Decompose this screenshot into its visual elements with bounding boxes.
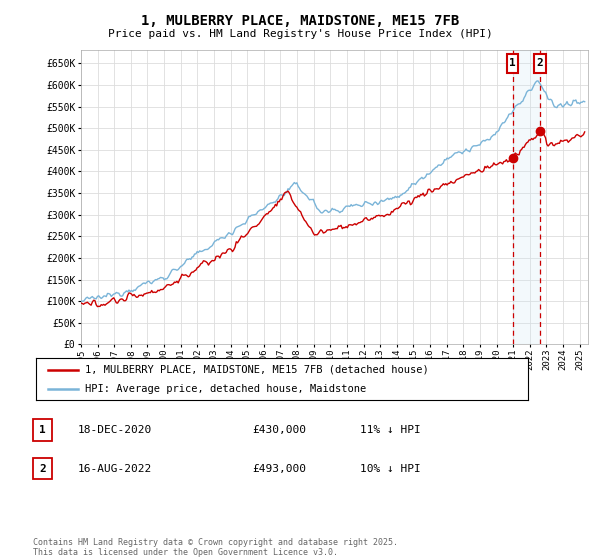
Text: Price paid vs. HM Land Registry's House Price Index (HPI): Price paid vs. HM Land Registry's House … [107, 29, 493, 39]
Text: HPI: Average price, detached house, Maidstone: HPI: Average price, detached house, Maid… [85, 384, 367, 394]
Text: £430,000: £430,000 [252, 425, 306, 435]
Text: 2: 2 [39, 464, 46, 474]
Text: 1: 1 [509, 58, 516, 68]
Text: 18-DEC-2020: 18-DEC-2020 [78, 425, 152, 435]
FancyBboxPatch shape [507, 54, 518, 73]
Text: 2: 2 [537, 58, 544, 68]
Text: 16-AUG-2022: 16-AUG-2022 [78, 464, 152, 474]
Text: Contains HM Land Registry data © Crown copyright and database right 2025.
This d: Contains HM Land Registry data © Crown c… [33, 538, 398, 557]
Text: 1, MULBERRY PLACE, MAIDSTONE, ME15 7FB: 1, MULBERRY PLACE, MAIDSTONE, ME15 7FB [141, 14, 459, 28]
Text: 10% ↓ HPI: 10% ↓ HPI [360, 464, 421, 474]
Text: £493,000: £493,000 [252, 464, 306, 474]
FancyBboxPatch shape [535, 54, 546, 73]
Text: 11% ↓ HPI: 11% ↓ HPI [360, 425, 421, 435]
Bar [512, 50, 540, 344]
Text: 1, MULBERRY PLACE, MAIDSTONE, ME15 7FB (detached house): 1, MULBERRY PLACE, MAIDSTONE, ME15 7FB (… [85, 365, 429, 375]
Text: 1: 1 [39, 425, 46, 435]
